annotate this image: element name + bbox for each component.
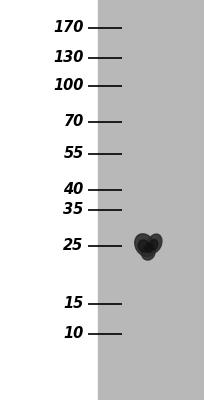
Text: 170: 170 <box>53 20 84 36</box>
Ellipse shape <box>141 244 155 260</box>
Text: 130: 130 <box>53 50 84 66</box>
Text: 100: 100 <box>53 78 84 94</box>
Text: 40: 40 <box>63 182 84 198</box>
Text: 35: 35 <box>63 202 84 218</box>
Bar <box>98 0 204 400</box>
Ellipse shape <box>135 234 155 256</box>
Text: 55: 55 <box>63 146 84 162</box>
Ellipse shape <box>145 244 153 252</box>
Text: 70: 70 <box>63 114 84 130</box>
Ellipse shape <box>149 240 158 250</box>
Text: 15: 15 <box>63 296 84 312</box>
Ellipse shape <box>147 234 162 253</box>
Text: 25: 25 <box>63 238 84 254</box>
Ellipse shape <box>138 240 149 252</box>
Text: 10: 10 <box>63 326 84 342</box>
